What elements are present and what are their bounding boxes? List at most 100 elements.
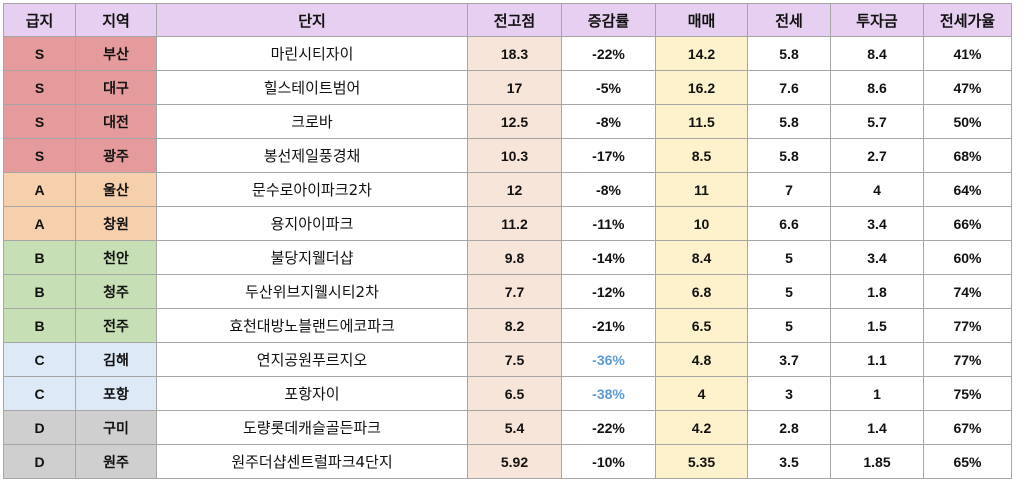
investment-cell: 1 [830,376,924,411]
change-rate-cell: -5% [561,70,656,105]
change-rate-cell: -36% [561,342,656,377]
peak-cell: 5.92 [467,444,562,479]
region-cell: 창원 [75,206,157,241]
jeonse-price-cell: 2.8 [747,410,831,445]
peak-cell: 12.5 [467,104,562,139]
trade-price-cell: 14.2 [655,36,748,71]
region-cell: 원주 [75,444,157,479]
header-region: 지역 [75,3,157,37]
trade-price-cell: 4.2 [655,410,748,445]
header-trade: 매매 [655,3,748,37]
investment-cell: 1.5 [830,308,924,343]
jeonse-ratio-cell: 67% [923,410,1012,445]
change-rate-cell: -8% [561,104,656,139]
grade-cell: D [3,410,76,445]
jeonse-ratio-cell: 64% [923,172,1012,207]
change-rate-cell: -8% [561,172,656,207]
grade-cell: B [3,308,76,343]
jeonse-ratio-cell: 41% [923,36,1012,71]
jeonse-price-cell: 3.5 [747,444,831,479]
jeonse-price-cell: 7 [747,172,831,207]
change-rate-cell: -21% [561,308,656,343]
jeonse-price-cell: 5.8 [747,104,831,139]
change-rate-cell: -14% [561,240,656,275]
header-grade: 급지 [3,3,76,37]
table-row: S 부산 마린시티자이 18.3 -22% 14.2 5.8 8.4 41% [3,36,1012,71]
investment-cell: 3.4 [830,240,924,275]
trade-price-cell: 6.8 [655,274,748,309]
investment-cell: 1.8 [830,274,924,309]
change-rate-cell: -12% [561,274,656,309]
jeonse-price-cell: 5.8 [747,36,831,71]
trade-price-cell: 10 [655,206,748,241]
jeonse-price-cell: 5.8 [747,138,831,173]
investment-cell: 1.85 [830,444,924,479]
investment-cell: 8.4 [830,36,924,71]
grade-cell: D [3,444,76,479]
investment-cell: 8.6 [830,70,924,105]
complex-name-cell: 크로바 [156,104,468,139]
peak-cell: 12 [467,172,562,207]
table-row: D 원주 원주더샵센트럴파크4단지 5.92 -10% 5.35 3.5 1.85 65% [3,444,1012,479]
jeonse-ratio-cell: 65% [923,444,1012,479]
investment-cell: 3.4 [830,206,924,241]
jeonse-price-cell: 3 [747,376,831,411]
change-rate-cell: -38% [561,376,656,411]
complex-name-cell: 원주더샵센트럴파크4단지 [156,444,468,479]
jeonse-ratio-cell: 74% [923,274,1012,309]
table-row: B 천안 불당지웰더샵 9.8 -14% 8.4 5 3.4 60% [3,240,1012,275]
trade-price-cell: 11 [655,172,748,207]
grade-cell: S [3,70,76,105]
grade-cell: A [3,206,76,241]
investment-cell: 5.7 [830,104,924,139]
grade-cell: C [3,342,76,377]
complex-name-cell: 포항자이 [156,376,468,411]
peak-cell: 8.2 [467,308,562,343]
change-rate-cell: -22% [561,36,656,71]
complex-name-cell: 두산위브지웰시티2차 [156,274,468,309]
complex-name-cell: 문수로아이파크2차 [156,172,468,207]
trade-price-cell: 16.2 [655,70,748,105]
jeonse-price-cell: 3.7 [747,342,831,377]
trade-price-cell: 6.5 [655,308,748,343]
investment-cell: 2.7 [830,138,924,173]
jeonse-ratio-cell: 77% [923,342,1012,377]
investment-cell: 1.4 [830,410,924,445]
grade-cell: C [3,376,76,411]
complex-name-cell: 효천대방노블랜드에코파크 [156,308,468,343]
trade-price-cell: 4.8 [655,342,748,377]
peak-cell: 11.2 [467,206,562,241]
header-jeonse: 전세 [747,3,831,37]
trade-price-cell: 8.4 [655,240,748,275]
region-cell: 대구 [75,70,157,105]
apartment-table: 급지 지역 단지 전고점 증감률 매매 전세 투자금 전세가율 S 부산 마린시티자… [3,3,1012,479]
change-rate-cell: -10% [561,444,656,479]
peak-cell: 17 [467,70,562,105]
change-rate-cell: -22% [561,410,656,445]
region-cell: 울산 [75,172,157,207]
grade-cell: S [3,36,76,71]
jeonse-ratio-cell: 77% [923,308,1012,343]
jeonse-ratio-cell: 50% [923,104,1012,139]
jeonse-price-cell: 5 [747,274,831,309]
complex-name-cell: 봉선제일풍경채 [156,138,468,173]
jeonse-ratio-cell: 68% [923,138,1012,173]
peak-cell: 5.4 [467,410,562,445]
jeonse-ratio-cell: 47% [923,70,1012,105]
jeonse-price-cell: 6.6 [747,206,831,241]
region-cell: 포항 [75,376,157,411]
trade-price-cell: 11.5 [655,104,748,139]
table-row: C 포항 포항자이 6.5 -38% 4 3 1 75% [3,376,1012,411]
region-cell: 천안 [75,240,157,275]
investment-cell: 4 [830,172,924,207]
complex-name-cell: 힐스테이트범어 [156,70,468,105]
table-row: B 전주 효천대방노블랜드에코파크 8.2 -21% 6.5 5 1.5 77% [3,308,1012,343]
change-rate-cell: -17% [561,138,656,173]
trade-price-cell: 4 [655,376,748,411]
region-cell: 광주 [75,138,157,173]
jeonse-ratio-cell: 75% [923,376,1012,411]
peak-cell: 9.8 [467,240,562,275]
trade-price-cell: 8.5 [655,138,748,173]
grade-cell: B [3,240,76,275]
header-jeonse-ratio: 전세가율 [923,3,1012,37]
